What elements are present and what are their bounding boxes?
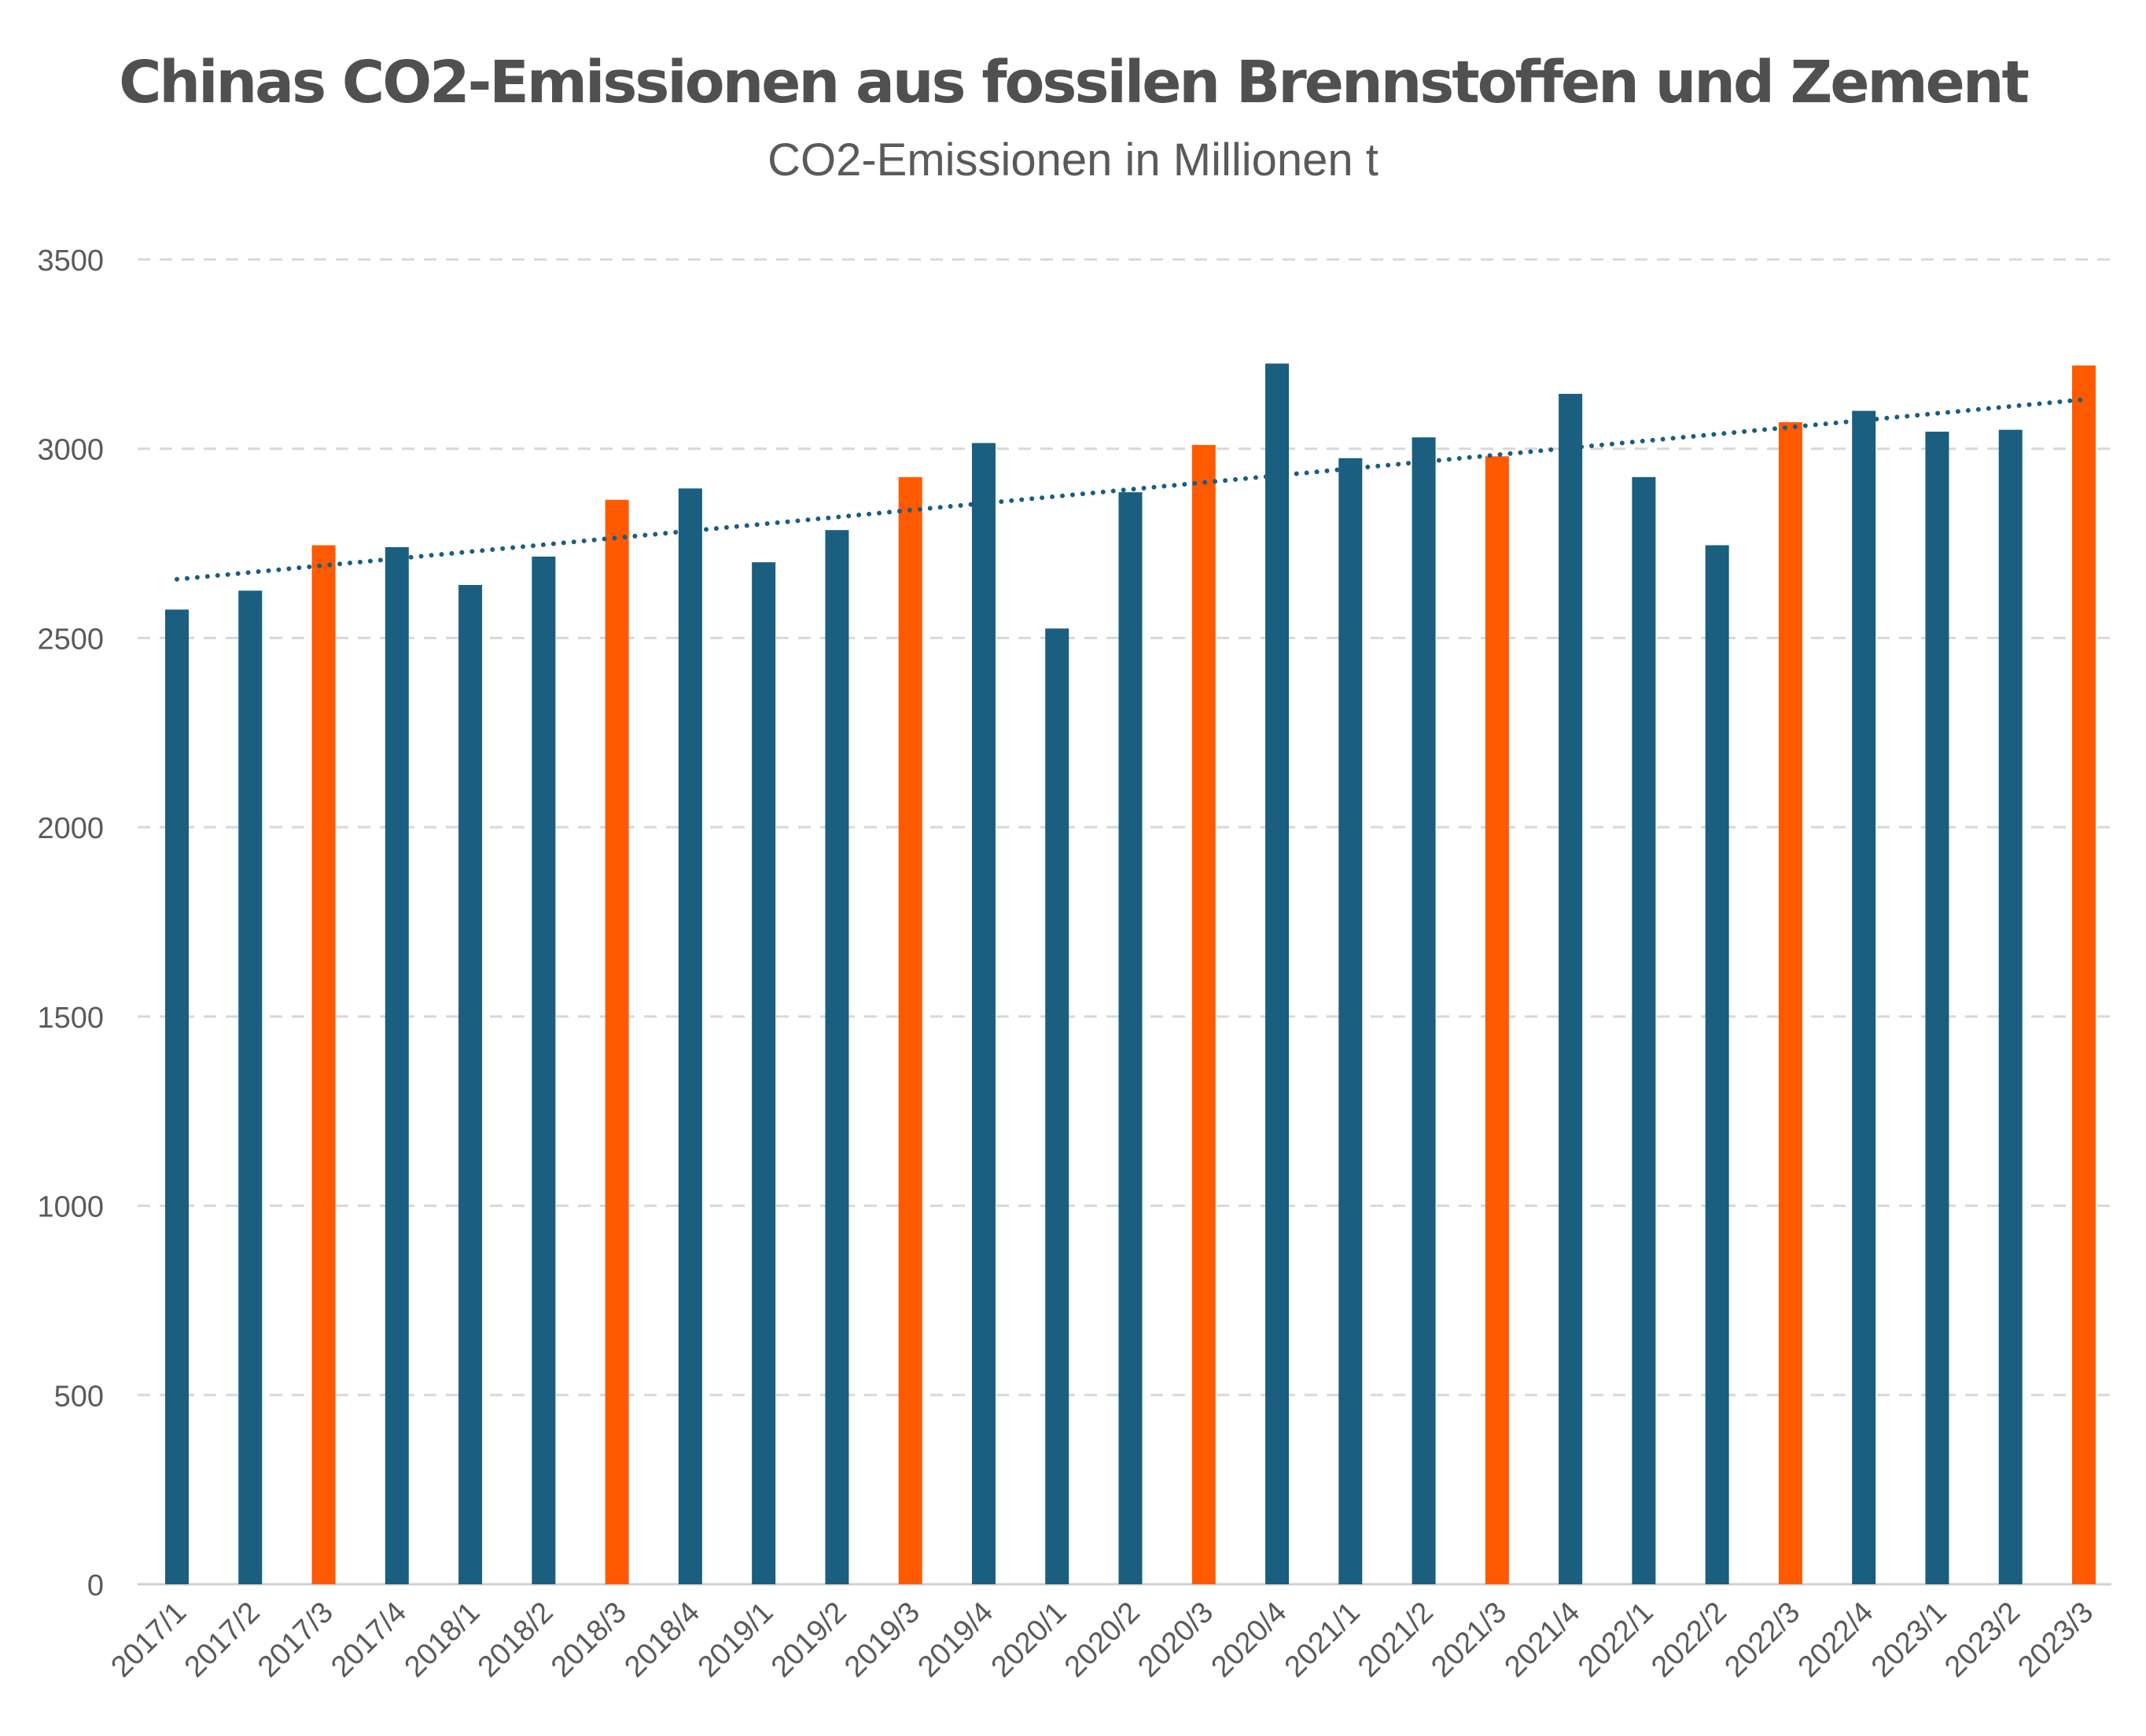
bar-2018-2 bbox=[532, 556, 556, 1585]
x-tick-label: 2018/2 bbox=[472, 1596, 560, 1684]
bar-2018-1 bbox=[458, 585, 483, 1584]
bar-2019-1 bbox=[752, 562, 776, 1585]
bar-2020-2 bbox=[1118, 492, 1143, 1584]
x-tick-label: 2020/3 bbox=[1132, 1596, 1220, 1684]
y-axis-ticks: 0 500 1000 1500 2000 2500 3000 3500 bbox=[37, 245, 104, 1602]
bar-2020-4 bbox=[1265, 363, 1290, 1585]
y-tick-label: 500 bbox=[54, 1380, 104, 1413]
bar-2021-2 bbox=[1412, 437, 1436, 1584]
bar-2020-1 bbox=[1045, 628, 1069, 1585]
bar-2021-3 bbox=[1485, 456, 1509, 1585]
y-tick-label: 3500 bbox=[37, 245, 104, 278]
bar-2017-1 bbox=[165, 609, 189, 1584]
bar-2019-2 bbox=[825, 530, 849, 1584]
x-tick-label: 2023/2 bbox=[1938, 1596, 2026, 1684]
x-tick-label: 2019/2 bbox=[765, 1596, 853, 1684]
bar-2022-1 bbox=[1632, 476, 1656, 1584]
bar-2022-3 bbox=[1778, 422, 1802, 1584]
bar-2021-4 bbox=[1559, 393, 1583, 1585]
x-tick-label: 2022/3 bbox=[1718, 1596, 1806, 1684]
bar-2020-3 bbox=[1191, 444, 1216, 1584]
x-tick-label: 2020/1 bbox=[985, 1596, 1073, 1684]
x-tick-label: 2018/1 bbox=[399, 1596, 487, 1684]
x-tick-label: 2017/2 bbox=[179, 1596, 267, 1684]
x-tick-label: 2023/3 bbox=[2012, 1596, 2100, 1684]
y-tick-label: 1000 bbox=[37, 1191, 104, 1224]
bar-2023-1 bbox=[1925, 432, 1949, 1584]
trendline bbox=[175, 397, 2086, 582]
bar-2018-3 bbox=[605, 499, 629, 1584]
trendline-path bbox=[175, 397, 2086, 582]
x-tick-label: 2022/1 bbox=[1572, 1596, 1660, 1684]
bar-2017-4 bbox=[385, 546, 409, 1584]
bar-2017-3 bbox=[311, 545, 336, 1585]
x-tick-label: 2017/4 bbox=[325, 1596, 413, 1684]
x-tick-label: 2022/2 bbox=[1645, 1596, 1733, 1684]
y-tick-label: 2000 bbox=[37, 812, 104, 845]
bar-2017-2 bbox=[238, 590, 263, 1584]
bar-2022-4 bbox=[1852, 410, 1876, 1584]
bar-2021-1 bbox=[1338, 458, 1363, 1584]
y-tick-label: 1500 bbox=[37, 1002, 104, 1035]
chart-title: Chinas CO2-Emissionen aus fossilen Brenn… bbox=[119, 49, 2030, 116]
chart-subtitle: CO2-Emissionen in Millionen t bbox=[767, 134, 1379, 186]
bar-2019-4 bbox=[971, 443, 996, 1584]
bar-2022-2 bbox=[1705, 545, 1729, 1585]
bar-2023-3 bbox=[2072, 365, 2096, 1584]
x-tick-label: 2021/4 bbox=[1499, 1596, 1587, 1684]
x-tick-label: 2018/3 bbox=[545, 1596, 633, 1684]
x-tick-label: 2017/1 bbox=[105, 1596, 193, 1684]
x-tick-label: 2021/1 bbox=[1279, 1596, 1367, 1684]
x-tick-label: 2020/2 bbox=[1058, 1596, 1147, 1684]
x-tick-label: 2019/3 bbox=[838, 1596, 926, 1684]
y-tick-label: 3000 bbox=[37, 434, 104, 467]
x-tick-label: 2019/1 bbox=[692, 1596, 780, 1684]
bars bbox=[165, 363, 2096, 1585]
x-tick-label: 2019/4 bbox=[911, 1596, 999, 1684]
x-tick-label: 2021/2 bbox=[1352, 1596, 1440, 1684]
x-tick-label: 2020/4 bbox=[1206, 1596, 1294, 1684]
bar-2018-4 bbox=[678, 488, 702, 1584]
x-tick-label: 2021/3 bbox=[1425, 1596, 1513, 1684]
y-tick-label: 0 bbox=[87, 1569, 104, 1602]
y-tick-label: 2500 bbox=[37, 623, 104, 656]
x-tick-label: 2018/4 bbox=[618, 1596, 706, 1684]
x-tick-label: 2023/1 bbox=[1865, 1596, 1953, 1684]
x-axis-ticks: 2017/12017/22017/32017/42018/12018/22018… bbox=[105, 1596, 2100, 1684]
x-tick-label: 2022/4 bbox=[1792, 1596, 1880, 1684]
x-tick-label: 2017/3 bbox=[252, 1596, 340, 1684]
bar-2019-3 bbox=[898, 476, 922, 1584]
bar-2023-2 bbox=[1998, 429, 2023, 1585]
